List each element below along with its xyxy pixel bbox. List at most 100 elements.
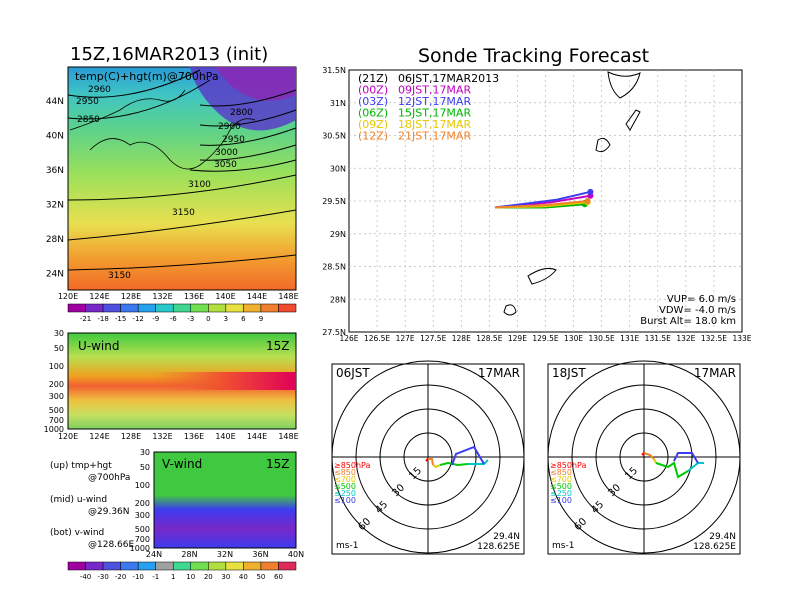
u-lon-tick: 144E [247, 432, 267, 441]
v-colorbar-swatch [190, 561, 209, 571]
v-p-tick: 300 [135, 511, 150, 520]
u-p-tick: 300 [49, 392, 64, 401]
track-lat-tick: 28.5N [322, 263, 346, 272]
track-lon-tick: 130.5E [589, 334, 615, 343]
colorbar-label: 0 [206, 315, 210, 323]
colorbar-label: -15 [115, 315, 126, 323]
contour-label: 2950 [76, 97, 99, 107]
contour-label: 2960 [88, 85, 111, 95]
note-line: @128.66E [88, 540, 134, 550]
hodo-level-label: ≤250 [550, 489, 572, 498]
hodo-level-label: ≤100 [334, 496, 356, 505]
map-lon-tick: 120E [58, 292, 78, 301]
hodo-trace [451, 445, 485, 466]
colorbar-swatch [190, 303, 209, 313]
hodo-trace [643, 452, 655, 460]
hodo-trace [655, 461, 689, 479]
track-lon-tick: 131E [620, 334, 639, 343]
legend-code: (06Z) [358, 107, 388, 120]
v-colorbar-swatch [85, 561, 104, 571]
track-lat-tick: 29.5N [322, 197, 346, 206]
v-colorbar-swatch [278, 561, 297, 571]
track-panel: 31.5N 31N 30.5N 30N 29.5N 29N 28.5N 28N 27.5N 12… [322, 66, 752, 343]
hodo-lon: 128.625E [693, 542, 736, 552]
contour-label: 3150 [108, 271, 131, 281]
colorbar-swatch [225, 303, 244, 313]
map-lat-tick: 24N [46, 270, 64, 280]
track-lon-tick: 129.5E [532, 334, 558, 343]
coastline [89, 118, 256, 170]
note-line: (bot) v-wind [50, 528, 104, 538]
contour-label: 3050 [214, 160, 237, 170]
v-colorbar-swatch [208, 561, 227, 571]
contour-labels: 2960 2950 2850 2800 2900 2950 3000 3050 … [76, 85, 253, 281]
v-colorbar-swatch [225, 561, 244, 571]
u-lon-tick: 136E [184, 432, 204, 441]
colorbar-label: -6 [170, 315, 178, 323]
hodo-date: 17MAR [478, 366, 520, 380]
contour-label: 3100 [188, 180, 211, 190]
colorbar-swatch [243, 303, 262, 313]
hodo-time-bg [333, 365, 367, 379]
track-lon-tick: 127.5E [420, 334, 446, 343]
track-lat-tick: 30N [330, 164, 346, 173]
v-colorbar-label: 1 [171, 573, 175, 581]
legend-label: 09JST,17MAR [398, 84, 471, 97]
track-endpoint [584, 198, 591, 204]
colorbar-label: -21 [80, 315, 91, 323]
contour-label: 2900 [218, 122, 241, 132]
legend-code: (03Z) [358, 95, 388, 108]
track-lon-tick: 132E [676, 334, 695, 343]
param-vdw: VDW= -4.0 m/s [659, 305, 736, 316]
track-lon-tick: 128E [452, 334, 471, 343]
hodo-date: 17MAR [694, 366, 736, 380]
v-p-tick: 30 [140, 448, 150, 457]
track-lon-tick: 128.5E [476, 334, 502, 343]
hodo-trace [428, 458, 434, 466]
u-p-tick: 30 [54, 329, 64, 338]
v-colorbar-swatch [67, 561, 86, 571]
hodo-level-label: ≥850hPa [334, 461, 371, 470]
legend-label: 15JST,17MAR [398, 107, 471, 120]
hodo-level-label: ≤850 [550, 468, 572, 477]
map-panel: temp(C)+hgt(m)@700hPa 2960 2950 2850 280… [46, 66, 299, 323]
hodo-level-label: ≤500 [334, 482, 356, 491]
hodo-level-label: ≤250 [334, 489, 356, 498]
right-title: Sonde Tracking Forecast [418, 45, 649, 67]
map-lat-tick: 28N [46, 235, 64, 245]
track-lat-tick: 30.5N [322, 132, 346, 141]
u-lon-ticks: 120E 124E 128E 132E 136E 140E 144E 148E [58, 432, 299, 441]
u-lon-tick: 132E [152, 432, 172, 441]
track-lon-tick: 126.5E [364, 334, 390, 343]
v-p-tick: 500 [135, 525, 150, 534]
island [527, 268, 557, 285]
contour-label: 3150 [172, 208, 195, 218]
map-colorbar: -21 -18 -15 -12 -9 -6 -3 0 3 6 9 [67, 303, 297, 323]
u-jet [150, 372, 296, 390]
u-p-tick: 200 [49, 380, 64, 389]
colorbar-label: -18 [97, 315, 108, 323]
track-grid [349, 70, 742, 332]
track-lat-ticks: 31.5N 31N 30.5N 30N 29.5N 29N 28.5N 28N 27.5N [322, 66, 346, 337]
map-lat-tick: 32N [46, 201, 64, 211]
track-lat-tick: 29N [330, 230, 346, 239]
track-lat-tick: 31.5N [322, 66, 346, 75]
track-lat-tick: 28N [330, 295, 346, 304]
hodo-trace [673, 452, 699, 464]
u-p-tick: 50 [54, 344, 64, 353]
hodo-trace [641, 452, 645, 456]
track-line [494, 190, 591, 209]
v-colorbar-swatch [155, 561, 174, 571]
map-lon-tick: 124E [89, 292, 109, 301]
colorbar-swatch [102, 303, 121, 313]
u-label: U-wind [78, 339, 119, 353]
contour-line [67, 79, 211, 120]
panel-notes: (up) tmp+hgt @700hPa (mid) u-wind @29.36… [50, 461, 134, 550]
contour-line [67, 254, 297, 271]
v-lat-tick: 24N [146, 550, 162, 559]
map-lat-tick: 44N [46, 97, 64, 107]
track-lat-tick: 31N [330, 99, 346, 108]
v-fill [153, 451, 297, 549]
